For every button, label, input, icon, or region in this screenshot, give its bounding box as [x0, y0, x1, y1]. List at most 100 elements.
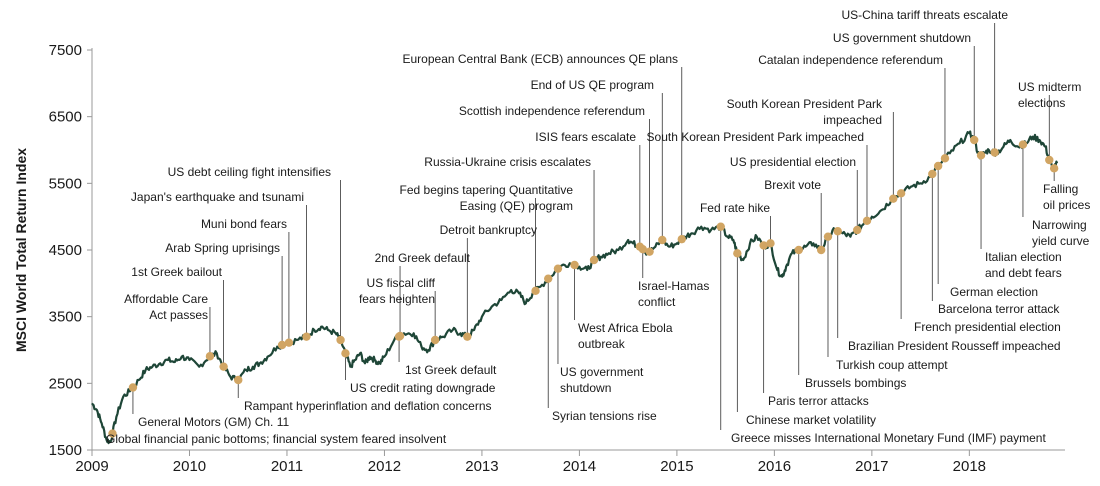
- event-label: US midterm elections: [1018, 80, 1081, 110]
- event-marker: [794, 245, 803, 255]
- event-label-line: South Korean President Park: [727, 97, 883, 111]
- axes: 1500 2500 3500 4500 5500 6500 7500 2009 2010 2011…: [49, 42, 1065, 475]
- event-label: Affordable Care Act passes: [124, 292, 208, 322]
- event-marker: [544, 274, 553, 283]
- event-label-line: Easing (QE) program: [460, 199, 573, 213]
- event-marker: [716, 222, 725, 231]
- event-marker: [990, 148, 999, 157]
- y-tick-label: 2500: [49, 375, 82, 392]
- event-marker: [302, 332, 311, 341]
- event-marker: [833, 227, 842, 236]
- event-label: Detroit bankruptcy: [440, 223, 537, 237]
- event-marker: [896, 189, 906, 198]
- event-label: Narrowing yield curve: [1032, 218, 1090, 248]
- event-label: Scottish independence referendum: [459, 104, 645, 118]
- x-tick-label: 2010: [173, 458, 206, 475]
- event-marker: [336, 335, 345, 345]
- event-marker: [531, 286, 540, 296]
- event-label: Turkish coup attempt: [836, 358, 948, 372]
- event-label: ISIS fears escalate: [535, 130, 636, 144]
- event-marker: [463, 332, 472, 341]
- event-label: South Korean President Park impeached: [647, 130, 864, 144]
- event-label: European Central Bank (ECB) announces QE…: [403, 52, 679, 66]
- event-marker: [766, 239, 775, 248]
- event-marker: [862, 216, 872, 226]
- event-label: Syrian tensions rise: [552, 409, 657, 423]
- event-label: US credit rating downgrade: [350, 381, 496, 395]
- y-tick-label: 6500: [49, 109, 82, 126]
- event-marker: [638, 244, 647, 254]
- event-marker: [677, 234, 686, 244]
- event-marker: [658, 235, 667, 245]
- event-label: US fiscal cliff fears heighten: [359, 276, 436, 306]
- event-label: End of US QE program: [531, 78, 654, 92]
- event-label: 1st Greek bailout: [131, 265, 222, 279]
- event-marker: [970, 135, 979, 145]
- event-label: West Africa Ebola outbreak: [578, 321, 673, 351]
- event-label-line: yield curve: [1032, 234, 1090, 248]
- event-marker: [589, 255, 599, 265]
- event-label-line: Israel-Hamas: [638, 279, 709, 293]
- marker-layer: [108, 135, 1059, 438]
- event-marker: [823, 232, 833, 241]
- event-label: Barcelona terror attack: [938, 302, 1060, 316]
- event-label: Fed begins tapering Quantitative Easing (…: [400, 183, 574, 213]
- event-marker: [733, 249, 742, 258]
- event-label: 2nd Greek default: [375, 251, 471, 265]
- event-marker: [816, 245, 826, 255]
- event-label: French presidential election: [914, 320, 1061, 334]
- event-marker: [645, 247, 654, 256]
- event-marker: [395, 331, 405, 341]
- event-label-line: outbreak: [578, 337, 626, 351]
- event-label-line: US fiscal cliff: [367, 276, 436, 290]
- event-label: Japan's earthquake and tsunami: [131, 190, 304, 204]
- event-marker: [1018, 140, 1028, 149]
- x-tick-label: 2009: [75, 458, 108, 475]
- event-label: Israel-Hamas conflict: [638, 279, 709, 309]
- event-label: Arab Spring uprisings: [165, 241, 280, 255]
- event-label: US-China tariff threats escalate: [841, 8, 1008, 22]
- event-marker: [889, 194, 898, 203]
- event-label-line: shutdown: [560, 381, 611, 395]
- event-label: Greece misses International Monetary Fun…: [731, 431, 1046, 445]
- event-label: Brussels bombings: [805, 376, 906, 390]
- event-marker: [108, 429, 117, 438]
- event-label: 1st Greek default: [405, 363, 497, 377]
- y-tick-label: 4500: [49, 242, 82, 259]
- connector-layer: [112, 23, 1055, 434]
- event-label: South Korean President Park impeached: [727, 97, 883, 127]
- event-marker: [933, 161, 943, 171]
- event-label: Brexit vote: [764, 178, 821, 192]
- event-label: US government shutdown: [833, 31, 971, 45]
- event-marker: [928, 169, 937, 179]
- event-label: Rampant hyperinflation and deflation con…: [244, 399, 492, 413]
- event-label: Fed rate hike: [700, 201, 770, 215]
- event-label: Russia-Ukraine crisis escalates: [424, 155, 591, 169]
- x-tick-label: 2016: [758, 458, 791, 475]
- event-label-line: Falling: [1043, 182, 1078, 196]
- y-tick-label: 5500: [49, 175, 82, 192]
- event-label: German election: [950, 285, 1038, 299]
- event-label: Muni bond fears: [201, 217, 287, 231]
- y-axis-label: MSCI World Total Return Index: [13, 148, 29, 352]
- event-label-line: Fed begins tapering Quantitative: [400, 183, 574, 197]
- y-tick-label: 7500: [49, 42, 82, 59]
- event-marker: [430, 335, 440, 345]
- event-marker: [570, 260, 579, 270]
- event-label: US presidential election: [730, 155, 856, 169]
- event-label: Catalan independence referendum: [758, 53, 943, 67]
- y-tick-label: 1500: [49, 442, 82, 459]
- event-label-line: US midterm: [1018, 80, 1081, 94]
- x-tick-label: 2015: [660, 458, 693, 475]
- event-label: US government shutdown: [560, 365, 644, 395]
- x-tick-label: 2013: [465, 458, 498, 475]
- event-label: US debt ceiling fight intensifies: [168, 165, 331, 179]
- annotation-layer: Global financial panic bottoms; financia…: [106, 8, 1090, 446]
- event-label-line: Affordable Care: [124, 292, 208, 306]
- event-marker: [219, 362, 228, 371]
- event-label-line: impeached: [823, 113, 882, 127]
- event-label: Chinese market volatility: [746, 413, 876, 427]
- event-marker: [940, 154, 950, 163]
- event-marker: [205, 352, 215, 361]
